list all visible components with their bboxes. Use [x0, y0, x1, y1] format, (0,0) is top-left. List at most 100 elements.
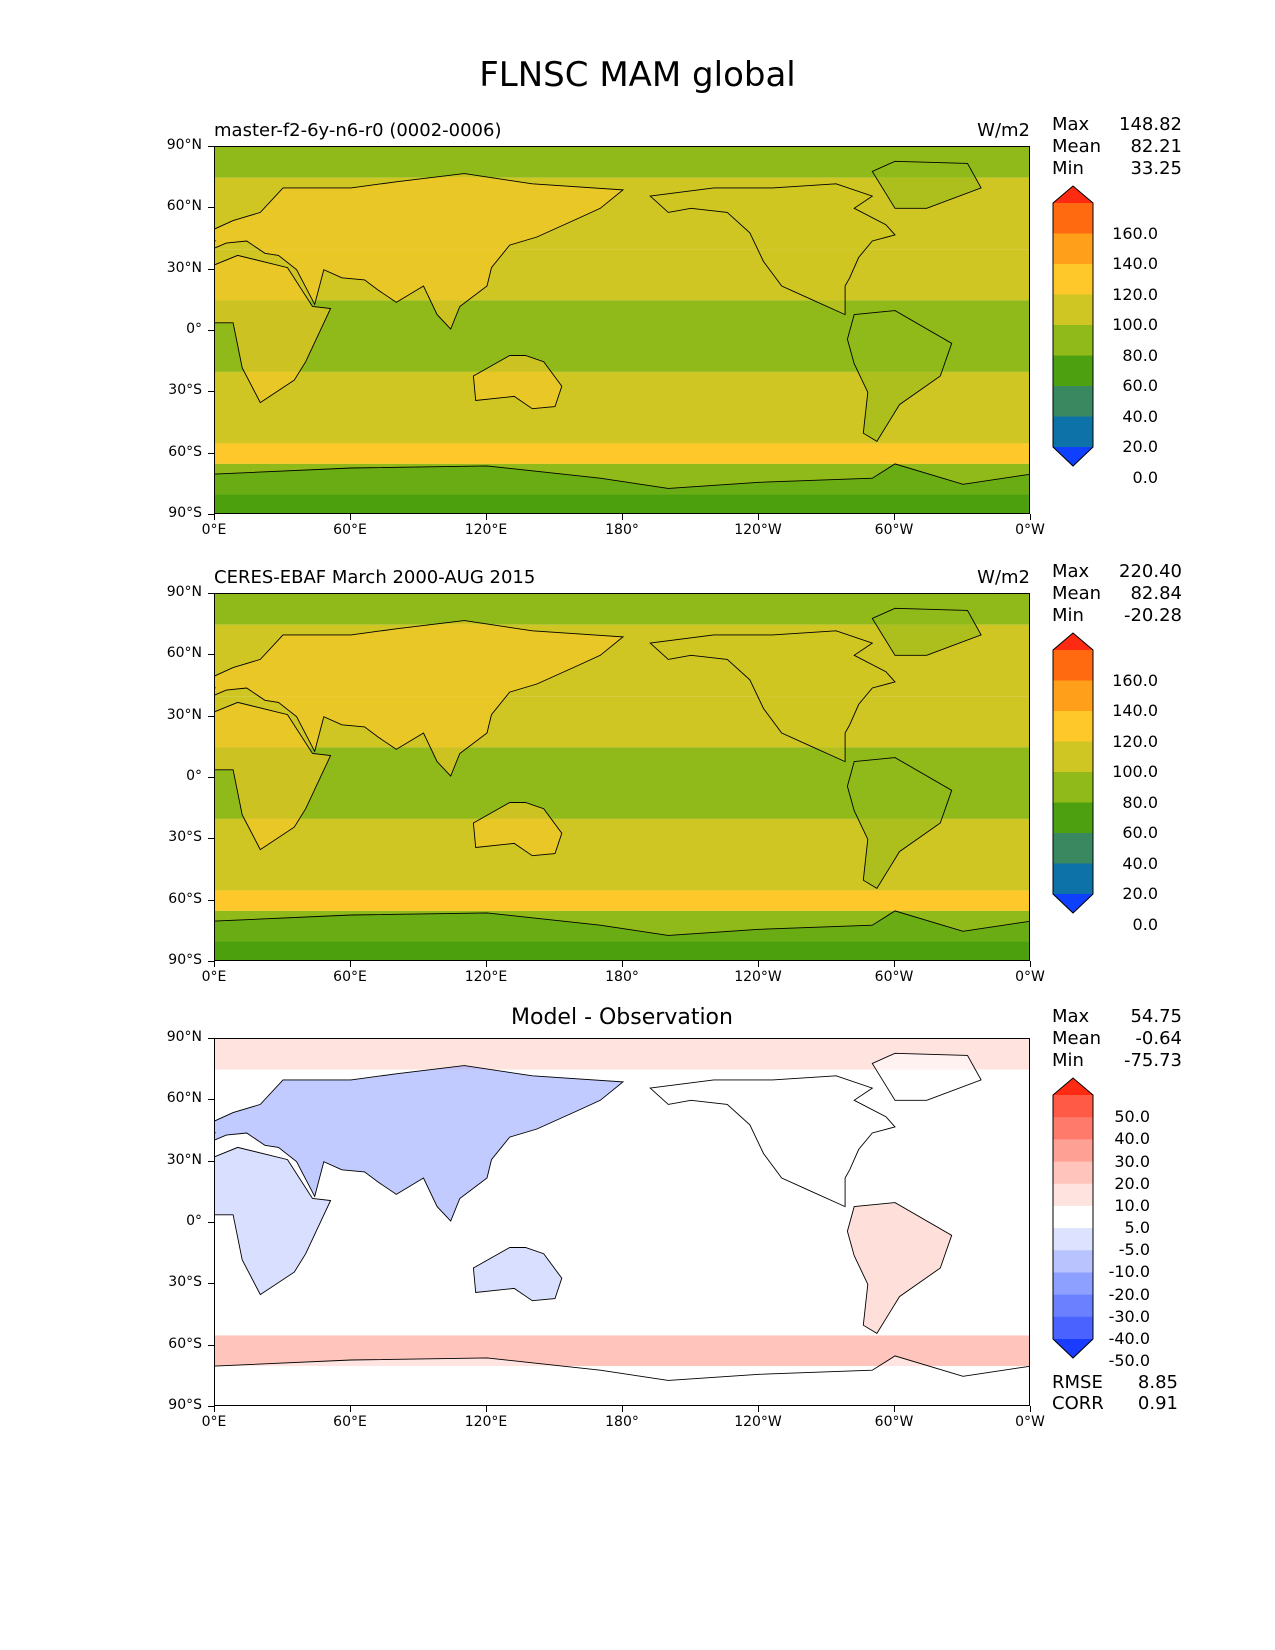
- panel-title: CERES-EBAF March 2000-AUG 2015: [214, 567, 536, 588]
- coastline: [472, 355, 563, 410]
- lon-tick-mark: [622, 514, 623, 520]
- lon-tick-label: 120°E: [464, 522, 508, 538]
- colorbar-tick-label: 80.0: [1122, 792, 1158, 812]
- colorbar-tick-label: 40.0: [1122, 406, 1158, 426]
- colorbar-outline: [1052, 632, 1094, 914]
- colorbar-extend-max: [1053, 1078, 1093, 1095]
- field-land: [215, 173, 623, 329]
- stat-label: Min: [1052, 1050, 1084, 1071]
- colorbar-segment: [1053, 355, 1093, 387]
- colorbar-outline: [1052, 1077, 1094, 1359]
- stat-label: Max: [1052, 114, 1090, 135]
- lon-tick-label: 60°W: [874, 522, 914, 538]
- lon-tick-mark: [1030, 1406, 1031, 1412]
- colorbar-segment: [1053, 1117, 1093, 1140]
- lat-tick-label: 60°S: [168, 890, 202, 907]
- lat-tick-mark: [208, 1099, 214, 1101]
- colorbar-segment: [1053, 863, 1093, 895]
- lat-tick-label: 90°S: [168, 952, 202, 968]
- map-plot-area: [214, 593, 1030, 961]
- lon-tick-mark: [486, 514, 487, 520]
- stat-value: 148.82: [1119, 114, 1182, 135]
- field-land: [473, 802, 562, 856]
- lon-tick-mark: [1030, 514, 1031, 520]
- lat-tick-label: 0°: [186, 1213, 202, 1229]
- lon-tick-mark: [214, 961, 215, 967]
- map-plot-area: [214, 146, 1030, 514]
- field-land: [215, 255, 331, 403]
- colorbar-tick-label: 20.0: [1122, 437, 1158, 456]
- colorbar-tick-label: 60.0: [1122, 376, 1158, 395]
- lat-tick-mark: [208, 146, 214, 147]
- field-land: [215, 463, 1029, 513]
- colorbar: [1052, 185, 1094, 471]
- chart-panel-2: CERES-EBAF March 2000-AUG 2015 W/m2 90°N 60…: [0, 561, 1275, 1007]
- field-land: [473, 1247, 562, 1301]
- field-land: [847, 757, 952, 889]
- lat-tick-label: 90°N: [166, 584, 202, 600]
- field-land: [650, 183, 895, 315]
- colorbar-segment: [1053, 711, 1093, 742]
- colorbar-segment: [1053, 1250, 1093, 1273]
- colorbar-segment: [1053, 416, 1093, 448]
- colorbar-segment: [1053, 1228, 1093, 1251]
- lon-tick-label: 0°E: [201, 1414, 227, 1430]
- colorbar-tick-label: 140.0: [1112, 254, 1158, 273]
- colorbar-extend-max: [1053, 186, 1093, 203]
- lat-tick-label: 60°N: [166, 1090, 202, 1107]
- lon-tick-mark: [758, 1406, 759, 1412]
- lon-tick-mark: [350, 1406, 351, 1412]
- colorbar-segment: [1053, 741, 1093, 773]
- stat-row-min: Min -20.28: [1052, 605, 1182, 627]
- coastline: [871, 160, 982, 209]
- chart-panel-3: Model - Observation 90°N 60°N 30°N 0° 30°S 60°…: [0, 1005, 1275, 1452]
- stat-row-min: Min -75.73: [1052, 1050, 1182, 1072]
- field-land: [847, 1202, 952, 1334]
- lon-tick-label: 120°W: [734, 522, 782, 538]
- lat-tick-label: 30°S: [168, 1274, 202, 1291]
- figure-title: FLNSC MAM global: [479, 55, 796, 95]
- stat-label: Mean: [1052, 583, 1102, 604]
- colorbar-tick-label: 50.0: [1114, 1107, 1150, 1127]
- colorbar-tick-label: 30.0: [1114, 1151, 1150, 1171]
- stat-value: 220.40: [1119, 561, 1182, 582]
- stat-label: Min: [1052, 605, 1084, 626]
- panel-title: master-f2-6y-n6-r0 (0002-0006): [214, 120, 502, 141]
- stat-label: Min: [1052, 158, 1084, 179]
- map-svg: [215, 1039, 1029, 1405]
- field-land: [215, 1355, 1029, 1405]
- coastline: [215, 620, 625, 777]
- lat-tick-mark: [208, 777, 214, 778]
- colorbar-tick-label: -20.0: [1108, 1284, 1150, 1304]
- lat-tick-label: 0°: [186, 321, 202, 337]
- coastline: [649, 1075, 896, 1208]
- stat-row-max: Max 220.40: [1052, 561, 1182, 583]
- metric-corr: CORR 0.91: [1052, 1393, 1178, 1414]
- lat-tick-label: 30°N: [166, 1151, 202, 1168]
- field-land: [215, 702, 331, 850]
- coastline: [215, 1146, 332, 1296]
- coastline: [649, 183, 896, 316]
- colorbar-segment: [1053, 650, 1093, 681]
- coastline: [871, 607, 982, 656]
- colorbar-tick-label: 10.0: [1114, 1195, 1150, 1215]
- stat-label: Max: [1052, 1006, 1090, 1027]
- field-land: [215, 1065, 623, 1221]
- lon-tick-label: 60°W: [874, 1414, 914, 1430]
- lon-tick-label: 0°W: [1015, 1414, 1045, 1430]
- field-land: [215, 620, 623, 776]
- stat-row-mean: Mean 82.84: [1052, 583, 1182, 605]
- colorbar-segment: [1053, 294, 1093, 326]
- colorbar-tick-label: -10.0: [1108, 1262, 1150, 1282]
- lon-tick-mark: [486, 1406, 487, 1412]
- lat-tick-label: 90°N: [166, 137, 202, 153]
- lat-tick-mark: [208, 1283, 214, 1285]
- lon-tick-label: 120°W: [734, 1414, 782, 1430]
- coastline: [215, 463, 1029, 489]
- lon-tick-mark: [894, 1406, 895, 1412]
- lon-tick-mark: [894, 514, 895, 520]
- colorbar-tick-label: 5.0: [1124, 1218, 1150, 1238]
- stat-value: 33.25: [1130, 158, 1182, 179]
- stats-block: Max 148.82 Mean 82.21 Min 33.25: [1052, 114, 1182, 180]
- stat-value: -20.28: [1123, 605, 1182, 626]
